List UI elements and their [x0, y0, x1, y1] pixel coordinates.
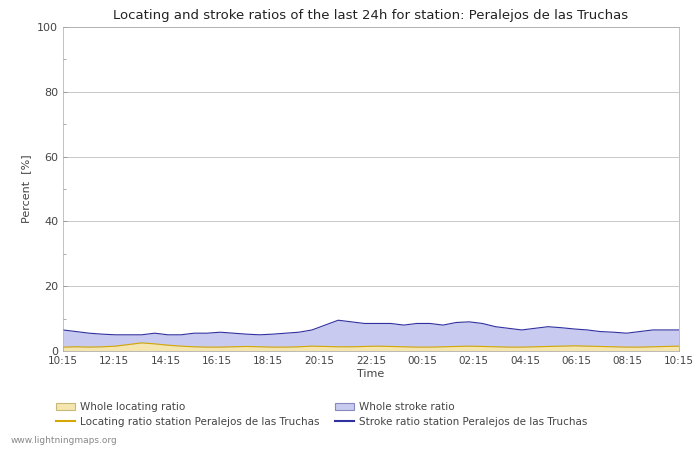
Y-axis label: Percent  [%]: Percent [%]: [22, 155, 32, 223]
Title: Locating and stroke ratios of the last 24h for station: Peralejos de las Truchas: Locating and stroke ratios of the last 2…: [113, 9, 629, 22]
Legend: Whole locating ratio, Locating ratio station Peralejos de las Truchas, Whole str: Whole locating ratio, Locating ratio sta…: [52, 398, 592, 431]
X-axis label: Time: Time: [358, 369, 384, 378]
Text: www.lightningmaps.org: www.lightningmaps.org: [10, 436, 118, 445]
